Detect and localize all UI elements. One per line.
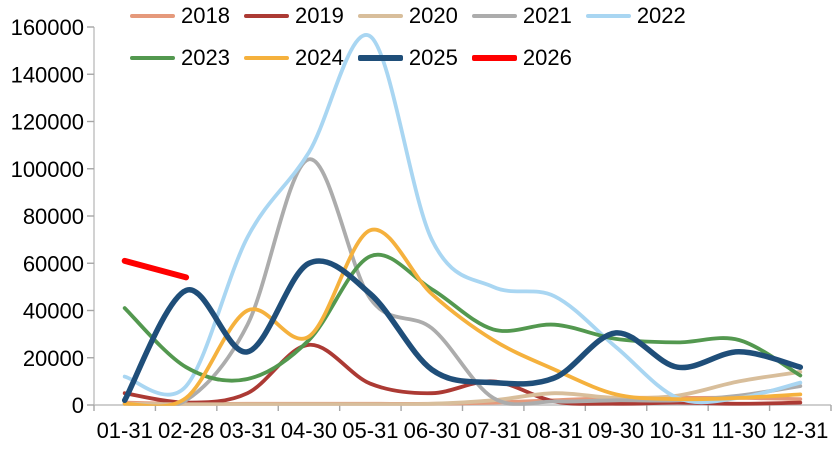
y-axis-label: 60000 — [23, 251, 84, 276]
y-axis-label: 100000 — [11, 157, 84, 182]
x-axis-label: 04-30 — [281, 418, 337, 443]
series-line-2021 — [122, 157, 803, 406]
y-axis-label: 40000 — [23, 299, 84, 324]
x-axis-label: 05-31 — [342, 418, 398, 443]
x-axis-label: 08-31 — [526, 418, 582, 443]
legend-swatch-2021 — [471, 13, 517, 19]
legend-label: 2024 — [294, 45, 344, 70]
legend-label: 2019 — [294, 3, 344, 28]
series-line-2026 — [121, 257, 190, 281]
y-axis-label: 140000 — [11, 62, 84, 87]
x-axis-label: 12-31 — [772, 418, 828, 443]
legend-swatch-2023 — [130, 55, 175, 61]
x-axis-label: 06-30 — [404, 418, 460, 443]
y-axis-label: 120000 — [11, 110, 84, 135]
y-axis-label: 20000 — [23, 346, 84, 371]
legend-item-2020: 2020 — [357, 3, 458, 29]
x-axis-label: 03-31 — [219, 418, 275, 443]
legend-item-2024: 2024 — [243, 45, 344, 71]
legend-label: 2020 — [408, 3, 458, 28]
series-line-2020 — [122, 370, 803, 406]
legend-swatch-2019 — [243, 13, 289, 19]
legend-swatch-2024 — [243, 55, 289, 61]
legend-label: 2023 — [181, 45, 230, 70]
legend-label: 2025 — [408, 45, 458, 70]
series-line-2025 — [121, 258, 804, 404]
legend-item-2025: 2025 — [357, 45, 458, 71]
legend: 2018 2019 2020 2021 2022 2023 2024 2025 2026 — [130, 3, 715, 71]
series-line-2023 — [122, 252, 803, 383]
legend-swatch-2025 — [357, 55, 403, 61]
legend-swatch-2022 — [585, 13, 631, 19]
legend-item-2023: 2023 — [130, 45, 230, 71]
x-axis-label: 02-28 — [158, 418, 214, 443]
series-line-2024 — [122, 227, 803, 406]
legend-swatch-2018 — [130, 13, 175, 19]
legend-label: 2021 — [522, 3, 572, 28]
legend-item-2021: 2021 — [471, 3, 572, 29]
x-axis-label: 07-31 — [465, 418, 521, 443]
x-axis-label: 01-31 — [97, 418, 153, 443]
legend-label: 2018 — [181, 3, 230, 28]
legend-item-2019: 2019 — [243, 3, 344, 29]
legend-item-2022: 2022 — [585, 3, 686, 29]
legend-label: 2026 — [522, 45, 572, 70]
series-line-2019 — [122, 342, 803, 406]
legend-item-2018: 2018 — [130, 3, 230, 29]
y-axis-label: 80000 — [23, 204, 84, 229]
legend-swatch-2026 — [471, 55, 517, 61]
series-group — [121, 33, 804, 406]
legend-swatch-2020 — [357, 13, 403, 19]
y-axis-label: 160000 — [11, 15, 84, 40]
legend-item-2026: 2026 — [471, 45, 572, 71]
legend-label: 2022 — [636, 3, 686, 28]
series-line-2022 — [122, 33, 803, 405]
x-axis-label: 09-30 — [588, 418, 644, 443]
x-axis-label: 11-30 — [712, 418, 767, 443]
x-axis-label: 10-31 — [649, 418, 705, 443]
y-axis-label: 0 — [72, 393, 84, 418]
